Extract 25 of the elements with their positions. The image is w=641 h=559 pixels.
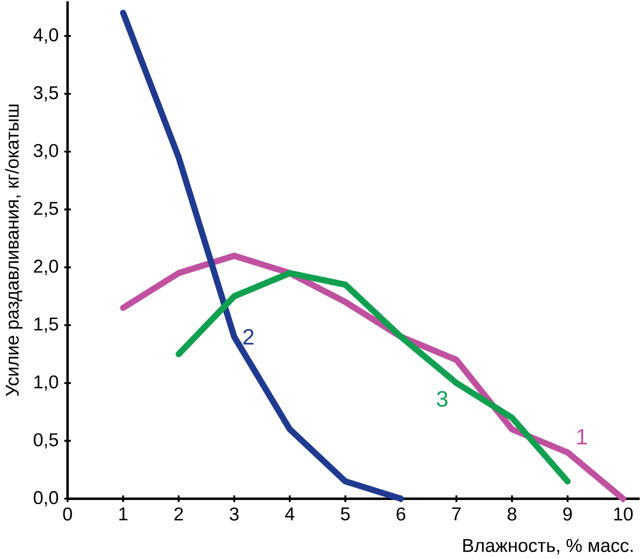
y-tick-label: 0,5 [34, 433, 58, 448]
y-axis-title: Усилие раздавливания, кг/окатыш [5, 104, 22, 396]
y-tick-label: 2,5 [34, 202, 58, 217]
y-tick-label: 4,0 [33, 28, 58, 44]
x-tick-label: 3 [230, 507, 239, 520]
x-tick-label: 4 [285, 507, 294, 520]
x-tick-label: 2 [174, 507, 183, 520]
x-tick-label: 1 [119, 507, 128, 520]
x-axis-title: Влажность, % масс. [463, 538, 633, 554]
x-tick-label: 10 [614, 507, 633, 520]
series-label: 1 [577, 428, 587, 444]
series-label: 3 [436, 390, 448, 407]
y-tick-label: 2,0 [34, 259, 58, 275]
y-tick-label: 1,0 [34, 375, 58, 390]
series-label: 2 [243, 328, 254, 344]
x-tick-label: 7 [452, 507, 461, 520]
x-tick-label: 9 [563, 507, 572, 520]
y-tick-label: 0,0 [34, 490, 58, 506]
x-tick-label: 0 [63, 507, 72, 520]
x-tick-label: 5 [340, 507, 350, 520]
x-tick-label: 6 [396, 507, 406, 520]
y-tick-label: 3,5 [34, 86, 58, 102]
y-tick-label: 3,0 [34, 144, 58, 160]
x-tick-label: 8 [508, 507, 516, 520]
y-tick-label: 1,5 [34, 317, 58, 333]
